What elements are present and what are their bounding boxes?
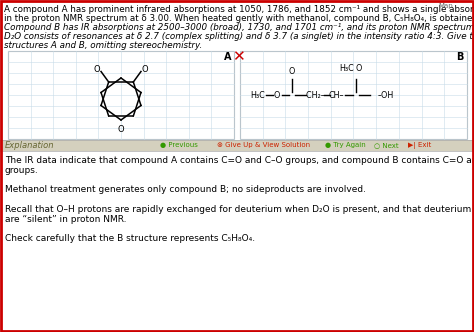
Text: groups.: groups. <box>5 166 39 175</box>
Text: Explanation: Explanation <box>5 141 55 150</box>
Text: D₂O consists of resonances at δ 2.7 (complex splitting) and δ 3.7 (a singlet) in: D₂O consists of resonances at δ 2.7 (com… <box>4 32 474 41</box>
Text: O: O <box>289 67 295 76</box>
Text: A: A <box>224 52 231 62</box>
Text: O: O <box>118 125 124 134</box>
Text: ⊗ Give Up & View Solution: ⊗ Give Up & View Solution <box>217 142 310 148</box>
Text: O: O <box>93 65 100 74</box>
Text: O: O <box>142 65 149 74</box>
Text: Methanol treatment generates only compound B; no sideproducts are involved.: Methanol treatment generates only compou… <box>5 185 366 195</box>
Bar <box>8 51 234 139</box>
Text: The IR data indicate that compound A contains C=O and C–O groups, and compound B: The IR data indicate that compound A con… <box>5 156 474 165</box>
Text: in the proton NMR spectrum at δ 3.00. When heated gently with methanol, compound: in the proton NMR spectrum at δ 3.00. Wh… <box>4 14 474 23</box>
Text: ● Try Again: ● Try Again <box>325 142 366 148</box>
Bar <box>240 51 467 139</box>
Text: ▶| Exit: ▶| Exit <box>408 142 431 149</box>
Text: H₃C: H₃C <box>340 64 355 73</box>
Text: B: B <box>456 52 464 62</box>
Text: Map: Map <box>438 3 453 9</box>
Text: Check carefully that the B structure represents C₅H₈O₄.: Check carefully that the B structure rep… <box>5 234 255 243</box>
Text: Recall that O–H protons are rapidly exchanged for deuterium when D₂O is present,: Recall that O–H protons are rapidly exch… <box>5 205 474 214</box>
Text: O: O <box>356 64 362 73</box>
Bar <box>0 151 474 332</box>
Text: ○ Next: ○ Next <box>374 142 399 148</box>
Bar <box>0 140 474 151</box>
Text: –OH: –OH <box>378 91 394 100</box>
Text: CH–: CH– <box>328 91 344 100</box>
Text: structures A and B, omitting stereochemistry.: structures A and B, omitting stereochemi… <box>4 41 202 50</box>
Text: ✕: ✕ <box>232 49 245 64</box>
Text: ● Previous: ● Previous <box>160 142 198 148</box>
Text: –CH₂–: –CH₂– <box>302 91 325 100</box>
Text: H₃C: H₃C <box>251 91 265 100</box>
Text: are “silent” in proton NMR.: are “silent” in proton NMR. <box>5 215 127 224</box>
Text: O: O <box>274 91 280 100</box>
Text: Compound B has IR absorptions at 2500–3000 (broad), 1730, and 1701 cm⁻¹, and its: Compound B has IR absorptions at 2500–30… <box>4 23 474 32</box>
Text: A compound A has prominent infrared absorptions at 1050, 1786, and 1852 cm⁻¹ and: A compound A has prominent infrared abso… <box>4 5 474 14</box>
